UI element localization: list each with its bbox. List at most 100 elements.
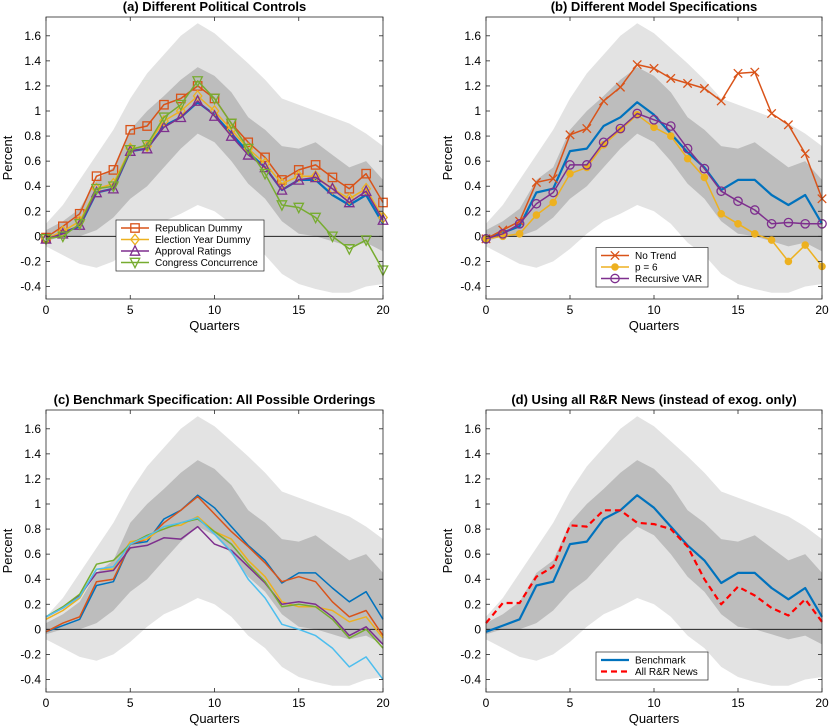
series-line-ordering-4: [45, 525, 384, 645]
x-tick-label: 15: [731, 303, 745, 317]
data-point: [292, 173, 305, 185]
data-point: [107, 181, 120, 193]
chart-title: (a) Different Political Controls: [123, 0, 306, 14]
data-point: [225, 129, 238, 141]
data-point: [531, 177, 542, 188]
data-point: [565, 160, 575, 170]
data-point: [497, 228, 508, 239]
inner-confidence-band: [46, 460, 383, 645]
data-point: [666, 73, 676, 84]
series-line-ordering-2: [45, 495, 384, 637]
legend-entry: Benchmark: [601, 656, 687, 667]
data-point: [581, 160, 592, 170]
legend-label: All R&R News: [635, 667, 698, 678]
y-tick-label: 1: [34, 497, 41, 511]
x-tick-label: 15: [731, 696, 745, 710]
data-point: [766, 218, 777, 229]
series-line-ordering-1: [45, 494, 384, 633]
legend-marker: [129, 244, 141, 256]
data-point: [800, 218, 811, 229]
data-point: [326, 182, 339, 194]
data-point: [565, 130, 575, 140]
data-point: [699, 83, 710, 94]
series-markers-1: [481, 59, 827, 244]
legend-label: Election Year Dummy: [155, 235, 251, 246]
data-point: [548, 174, 558, 184]
y-tick-label: 1.2: [24, 79, 41, 93]
data-point: [783, 120, 794, 130]
data-point: [309, 170, 322, 183]
y-tick-label: 1: [34, 104, 41, 118]
inner-confidence-band: [46, 67, 383, 252]
data-point: [532, 211, 541, 219]
data-point: [141, 139, 153, 152]
legend-entry: Approval Ratings: [121, 244, 231, 258]
legend-label: Republican Dummy: [155, 224, 242, 235]
data-point: [615, 82, 626, 92]
y-tick-label: 0.6: [24, 547, 41, 561]
data-point: [159, 99, 169, 110]
data-point: [158, 112, 170, 124]
data-point: [699, 163, 710, 174]
y-tick-label: 0.2: [464, 597, 481, 611]
y-tick-label: 1: [474, 497, 481, 511]
data-point: [57, 227, 69, 239]
data-point: [361, 182, 372, 195]
data-point: [632, 59, 642, 70]
data-point: [531, 198, 542, 209]
data-point: [649, 114, 659, 125]
data-point: [259, 160, 271, 173]
data-point: [344, 192, 355, 205]
x-tick-label: 20: [815, 303, 829, 317]
data-point: [800, 148, 810, 159]
data-point: [650, 123, 658, 132]
data-point: [801, 241, 810, 249]
x-tick-label: 10: [208, 303, 222, 317]
data-point: [91, 171, 102, 182]
y-axis-label: Percent: [440, 528, 455, 573]
data-point: [175, 110, 187, 123]
data-point: [548, 187, 559, 198]
data-point: [191, 94, 204, 106]
x-tick-label: 15: [292, 696, 306, 710]
data-point: [717, 209, 726, 218]
data-point: [667, 132, 675, 140]
data-point: [276, 200, 288, 212]
x-axis-label: Quarters: [629, 318, 680, 333]
legend-entry: p = 6: [601, 263, 658, 274]
y-tick-label: 1.2: [464, 472, 481, 486]
data-point: [175, 99, 187, 112]
legend-marker: [130, 223, 140, 233]
y-tick-label: 1.6: [464, 29, 481, 43]
data-point: [514, 218, 525, 229]
data-point: [57, 231, 69, 243]
inner-confidence-band: [486, 460, 822, 645]
y-tick-label: 1.4: [24, 447, 41, 461]
x-tick-label: 10: [647, 303, 661, 317]
y-tick-label: 1.6: [464, 422, 481, 436]
x-tick-label: 0: [483, 303, 490, 317]
data-point: [361, 168, 372, 179]
legend-entry: Congress Concurrence: [121, 257, 258, 270]
panel-d: 0 5 10 15 20 -0.4 -0.2 0 0.2 0.4 0.6 0.8 1 1.2 1.4 1.6 (…: [440, 392, 829, 726]
y-tick-label: -0.4: [460, 672, 481, 686]
data-point: [733, 196, 743, 207]
data-point: [649, 63, 659, 74]
y-tick-label: 1.4: [464, 54, 481, 68]
data-point: [665, 121, 676, 131]
data-point: [276, 183, 288, 195]
data-point: [141, 141, 153, 154]
x-tick-label: 5: [567, 696, 574, 710]
data-point: [683, 154, 692, 163]
y-tick-label: 1.4: [24, 54, 41, 68]
data-point: [175, 104, 186, 118]
x-tick-label: 10: [208, 696, 222, 710]
legend-entry: All R&R News: [601, 667, 698, 678]
data-point: [716, 96, 726, 106]
y-tick-label: 0: [474, 622, 481, 636]
data-point: [733, 68, 743, 79]
legend-label: No Trend: [635, 251, 676, 262]
data-point: [515, 230, 524, 238]
